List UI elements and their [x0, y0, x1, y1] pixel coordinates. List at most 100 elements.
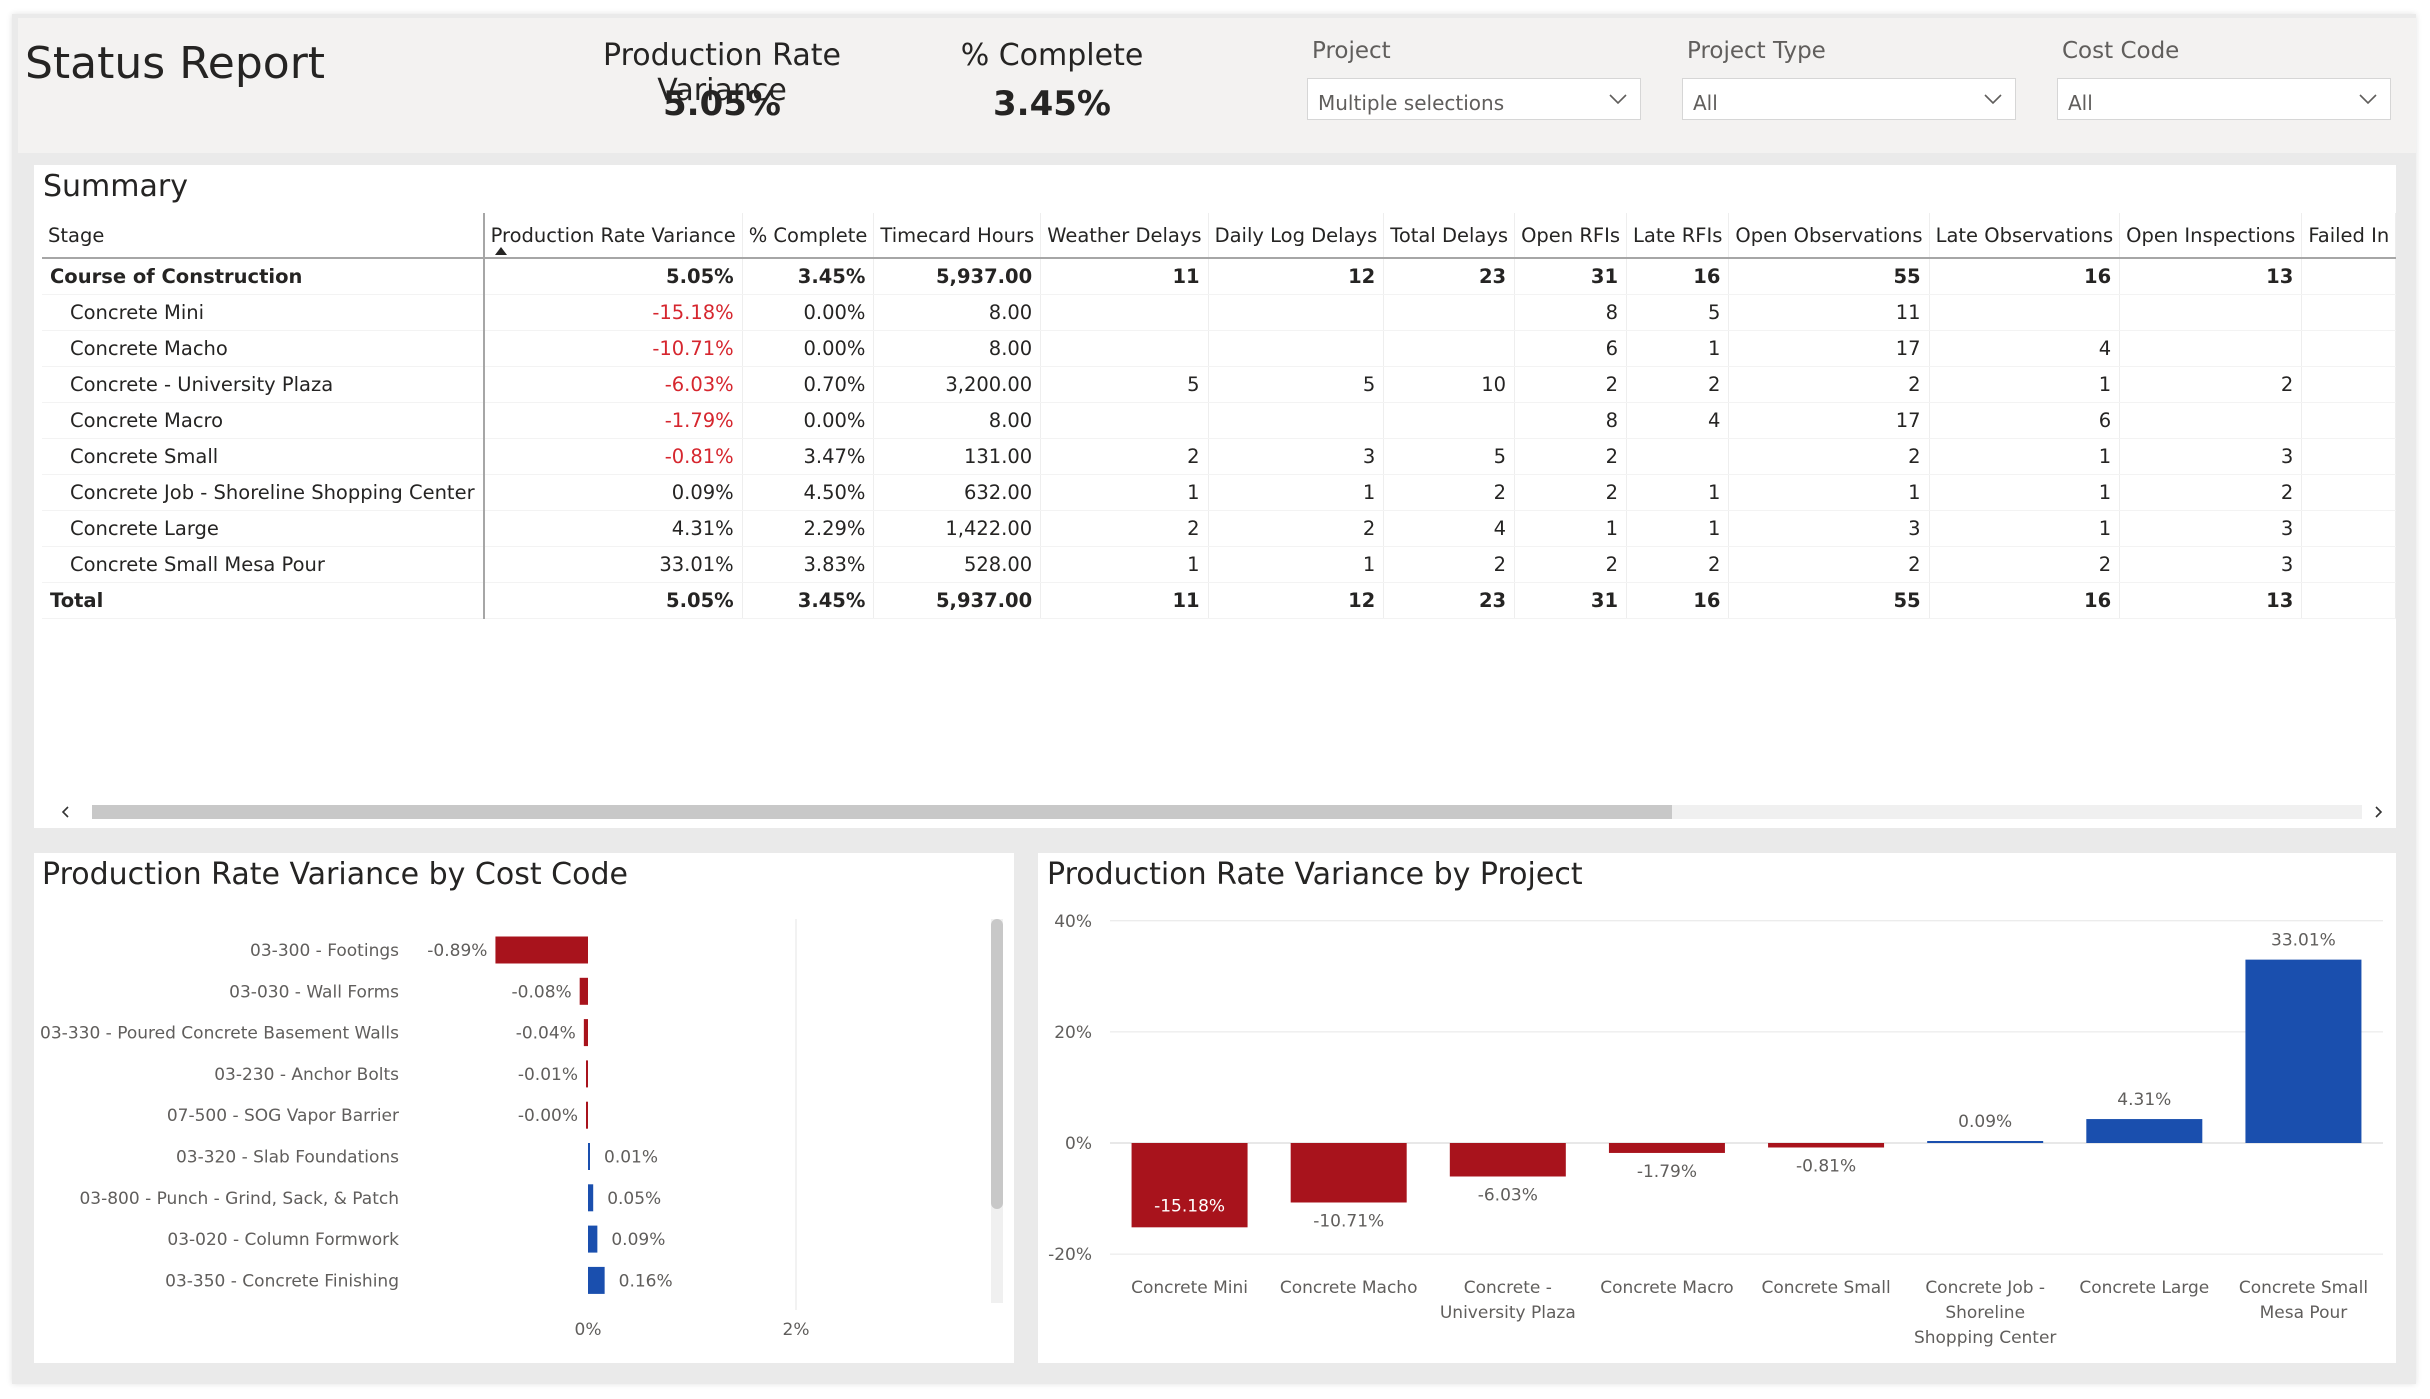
column-header-daily-log-delays[interactable]: Daily Log Delays [1208, 213, 1385, 259]
column-header-late-observations[interactable]: Late Observations [1929, 213, 2121, 259]
project-chart-title: Production Rate Variance by Project [1047, 857, 1583, 892]
table-cell: 3 [2119, 438, 2303, 475]
column-header-production-rate-variance[interactable]: Production Rate Variance [483, 213, 743, 259]
data-label: -0.81% [1796, 1156, 1856, 1176]
bar[interactable] [1768, 1143, 1885, 1148]
column-header-failed-inspections[interactable]: Failed In [2301, 213, 2396, 259]
bar[interactable] [588, 1266, 605, 1294]
table-row[interactable]: Concrete Large 4.31% 2.29% 1,422.00 2 2 4 1 1 3 1 3 [42, 510, 2396, 547]
data-label: -1.79% [1637, 1162, 1697, 1182]
sort-ascending-icon [494, 247, 507, 255]
chevron-right-icon[interactable] [2372, 806, 2384, 818]
table-cell: 3,200.00 [873, 366, 1042, 403]
kpi-production-rate-label: Production Rate Variance [603, 38, 841, 108]
table-cell: 17 [1728, 402, 1930, 439]
table-cell [1929, 294, 2121, 331]
x-tick-label: 2% [783, 1320, 810, 1340]
table-cell: 0.09% [483, 474, 743, 511]
table-cell: -10.71% [483, 330, 743, 367]
table-row[interactable]: Concrete Macho -10.71% 0.00% 8.00 6 1 17 4 [42, 330, 2396, 367]
bar[interactable] [586, 1101, 588, 1129]
chevron-down-icon [2359, 94, 2377, 105]
table-cell: 4 [1626, 402, 1730, 439]
table-cell: 16 [1929, 582, 2121, 619]
column-header-late-rfis[interactable]: Late RFIs [1626, 213, 1730, 259]
table-cell: -0.81% [483, 438, 743, 475]
cost-code-chart-title: Production Rate Variance by Cost Code [42, 857, 628, 892]
category-label: Concrete Large [2079, 1278, 2209, 1298]
table-group-row[interactable]: Course of Construction 5.05% 3.45% 5,937.00… [42, 257, 2396, 295]
table-row[interactable]: Concrete Small Mesa Pour 33.01% 3.83% 528.0… [42, 546, 2396, 583]
category-label: Concrete Small [1761, 1278, 1890, 1298]
table-cell: 4.50% [742, 474, 875, 511]
column-header-weather-delays[interactable]: Weather Delays [1040, 213, 1209, 259]
bar[interactable] [1927, 1141, 2044, 1143]
table-cell-stage: Concrete Large [42, 510, 485, 547]
bar[interactable] [495, 936, 588, 964]
column-header-stage[interactable]: Stage [42, 213, 485, 259]
data-label: 0.05% [607, 1189, 661, 1209]
horizontal-scrollbar[interactable] [34, 801, 2396, 823]
chart-scrollbar-thumb[interactable] [991, 919, 1003, 1209]
table-cell: 2 [1208, 510, 1385, 547]
project-chart-panel: Production Rate Variance by Project 40% 2… [1038, 853, 2396, 1363]
bar[interactable] [586, 1060, 588, 1088]
table-cell-stage: Concrete Macro [42, 402, 485, 439]
table-cell [2301, 402, 2396, 439]
table-row[interactable]: Concrete Mini -15.18% 0.00% 8.00 8 5 11 [42, 294, 2396, 331]
bar[interactable] [579, 977, 588, 1005]
table-cell: 8.00 [873, 330, 1042, 367]
bar[interactable] [1449, 1143, 1566, 1177]
bar[interactable] [588, 1143, 590, 1170]
table-cell: 3 [2119, 546, 2303, 583]
column-header-open-rfis[interactable]: Open RFIs [1514, 213, 1628, 259]
bar[interactable] [1131, 1143, 1248, 1228]
table-row[interactable]: Concrete Job - Shoreline Shopping Center… [42, 474, 2396, 511]
table-cell: 632.00 [873, 474, 1042, 511]
cost-code-slicer[interactable]: All [2057, 78, 2391, 120]
table-cell: 23 [1383, 257, 1516, 295]
table-cell: 11 [1728, 294, 1930, 331]
project-slicer-label: Project [1312, 38, 1391, 64]
data-label: -0.08% [512, 982, 572, 1002]
table-row[interactable]: Concrete Small -0.81% 3.47% 131.00 2 3 5 2 2 1 3 [42, 438, 2396, 475]
bar[interactable] [1290, 1143, 1407, 1203]
bar[interactable] [1608, 1143, 1725, 1153]
column-header-open-inspections[interactable]: Open Inspections [2119, 213, 2303, 259]
kpi-production-rate-value: 5.05% [663, 84, 781, 124]
category-label: 03-020 - Column Formwork [167, 1230, 399, 1250]
table-cell: 13 [2119, 257, 2303, 295]
table-cell [1208, 330, 1385, 367]
table-cell-stage: Concrete Macho [42, 330, 485, 367]
scrollbar-thumb[interactable] [92, 805, 1672, 819]
table-cell: 55 [1728, 582, 1930, 619]
table-cell: 8 [1514, 402, 1628, 439]
project-type-slicer[interactable]: All [1682, 78, 2016, 120]
summary-title: Summary [43, 169, 188, 204]
table-cell: 1 [1728, 474, 1930, 511]
table-total-row[interactable]: Total 5.05% 3.45% 5,937.00 11 12 23 31 16 55 16 13 [42, 582, 2396, 619]
table-cell: 31 [1514, 257, 1628, 295]
table-row[interactable]: Concrete Macro -1.79% 0.00% 8.00 8 4 17 6 [42, 402, 2396, 439]
bar[interactable] [2245, 959, 2362, 1143]
project-slicer[interactable]: Multiple selections [1307, 78, 1641, 120]
bar[interactable] [588, 1184, 594, 1212]
column-header-open-observations[interactable]: Open Observations [1728, 213, 1930, 259]
table-cell: 2 [2119, 474, 2303, 511]
chevron-down-icon [1984, 94, 2002, 105]
table-cell [2119, 330, 2303, 367]
bar[interactable] [588, 1225, 598, 1253]
table-cell: 5,937.00 [873, 582, 1042, 619]
bar[interactable] [583, 1019, 588, 1047]
chevron-left-icon[interactable] [60, 806, 72, 818]
project-type-slicer-value: All [1693, 91, 1718, 115]
table-cell: 16 [1626, 582, 1730, 619]
column-header-timecard-hours[interactable]: Timecard Hours [873, 213, 1042, 259]
column-header-percent-complete[interactable]: % Complete [742, 213, 875, 259]
table-cell: 1 [1208, 474, 1385, 511]
table-cell: 528.00 [873, 546, 1042, 583]
bar[interactable] [2086, 1119, 2203, 1143]
category-label: 03-330 - Poured Concrete Basement Walls [40, 1024, 399, 1044]
column-header-total-delays[interactable]: Total Delays [1383, 213, 1516, 259]
table-row[interactable]: Concrete - University Plaza -6.03% 0.70% 3,… [42, 366, 2396, 403]
